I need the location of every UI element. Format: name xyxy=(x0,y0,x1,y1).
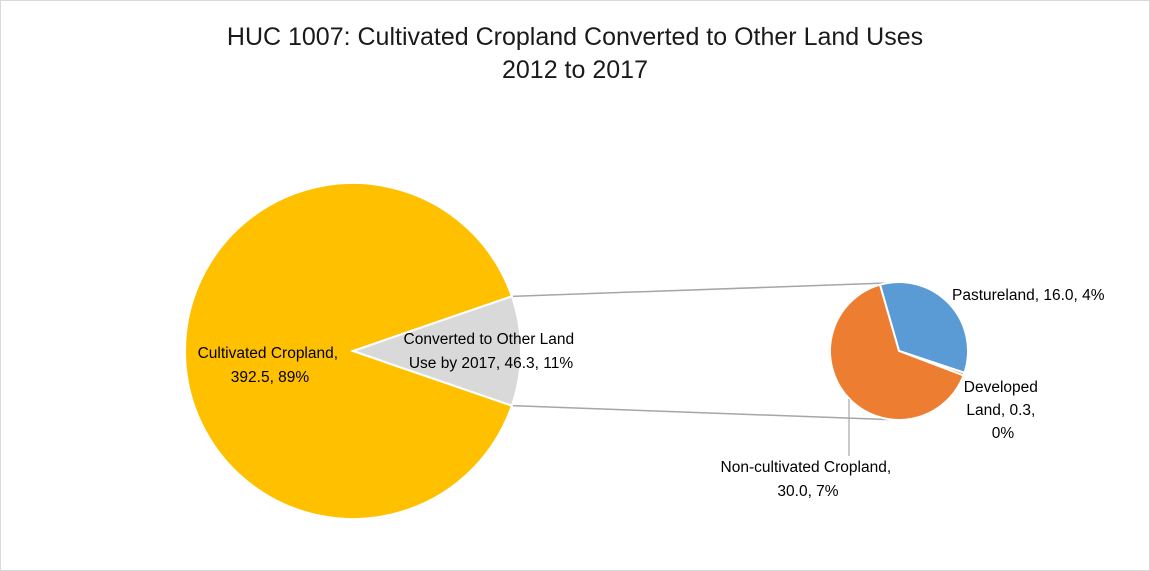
connector-top xyxy=(511,282,888,298)
slice-pastureland xyxy=(878,281,969,375)
label-converted: Converted to Other Land Use by 2017, 46.… xyxy=(404,331,579,372)
secondary-pie xyxy=(829,281,969,421)
label-cultivated: Cultivated Cropland, 392.5, 89% xyxy=(198,345,343,386)
chart-subtitle: 2012 to 2017 xyxy=(502,56,648,84)
connector-lines xyxy=(511,282,894,421)
slice-cultivated xyxy=(183,182,514,520)
label-pastureland: Pastureland, 16.0, 4% xyxy=(952,287,1105,304)
chart-title-block: HUC 1007: Cultivated Cropland Converted … xyxy=(1,21,1149,87)
connector-bottom xyxy=(511,404,894,421)
label-developed: Developed Land, 0.3, 0% xyxy=(964,379,1042,442)
label-noncultivated: Non-cultivated Cropland, 30.0, 7% xyxy=(721,459,896,500)
chart-title: HUC 1007: Cultivated Cropland Converted … xyxy=(226,23,924,51)
slice-converted xyxy=(349,295,522,407)
main-pie xyxy=(183,182,522,520)
slice-noncultivated xyxy=(829,283,965,421)
